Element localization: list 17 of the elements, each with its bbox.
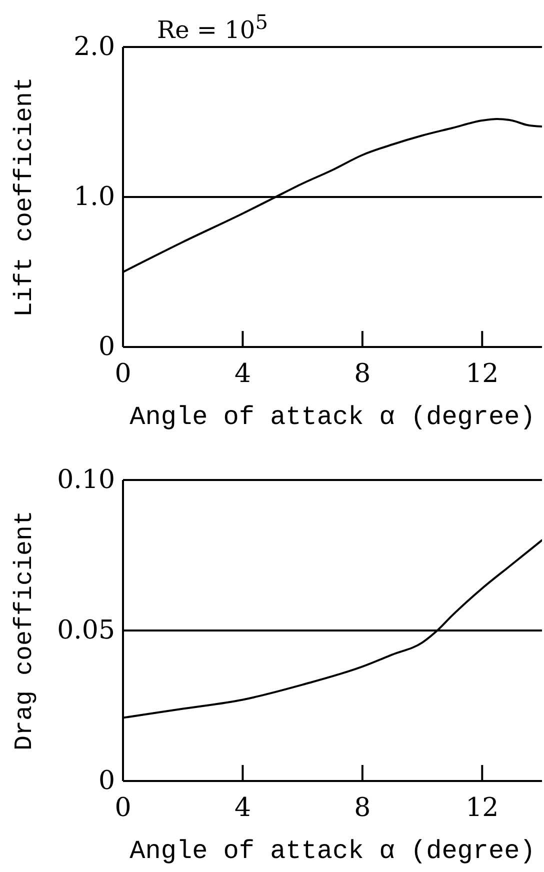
y-tick-label: 0.05 xyxy=(57,616,115,646)
y-axis-title: Drag coefficient xyxy=(10,510,38,751)
x-tick-label: 4 xyxy=(234,359,251,389)
x-tick-label: 4 xyxy=(234,793,251,823)
x-tick-label: 12 xyxy=(466,359,499,389)
y-tick-label: 2.0 xyxy=(74,32,115,62)
x-tick-label: 8 xyxy=(354,793,371,823)
x-tick-label: 8 xyxy=(354,359,371,389)
text: Re = 10$^{5}$ xyxy=(157,9,268,45)
y-axis-title: Lift coefficient xyxy=(10,76,38,318)
y-tick-label: 0 xyxy=(98,332,115,362)
y-tick-label: 0.10 xyxy=(57,465,115,495)
x-axis-title: Angle of attack α (degree) xyxy=(130,402,536,432)
x-axis-title: Angle of attack α (degree) xyxy=(130,836,536,866)
x-tick-label: 12 xyxy=(466,793,499,823)
y-tick-label: 0 xyxy=(98,766,115,796)
y-tick-label: 1.0 xyxy=(74,182,115,212)
